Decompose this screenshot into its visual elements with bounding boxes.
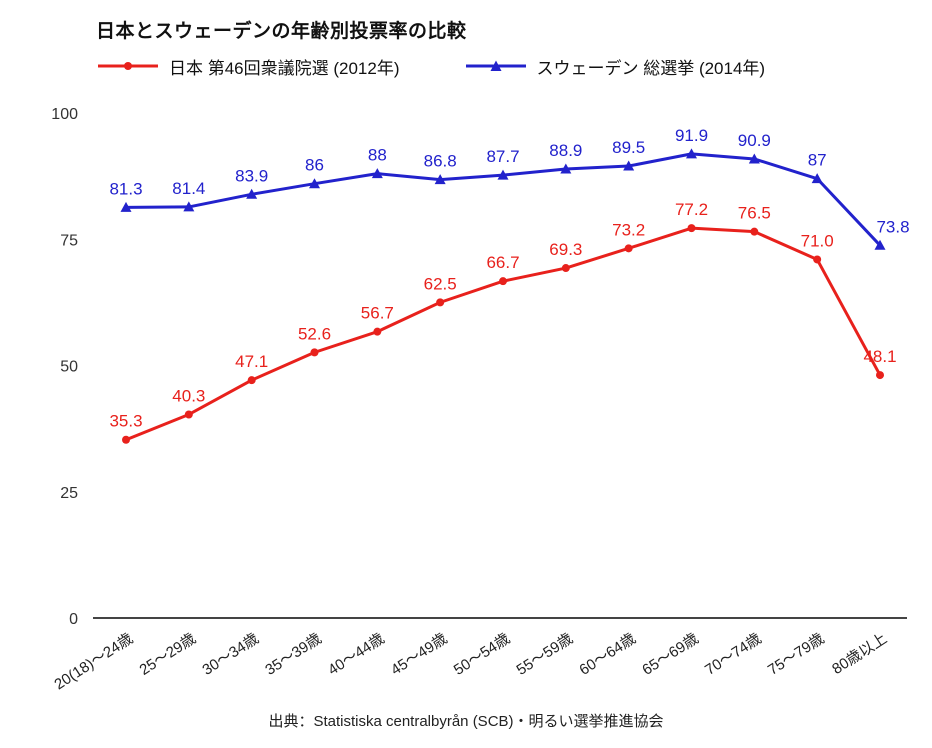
japan-point-marker-icon <box>373 327 382 336</box>
sweden-value-label: 87 <box>808 151 827 170</box>
x-axis-label: 45〜49歳 <box>388 630 450 679</box>
japan-line-swatch-icon <box>98 62 158 70</box>
x-axis-label: 65〜69歳 <box>639 630 701 679</box>
japan-value-label: 77.2 <box>675 200 708 219</box>
japan-point-marker-icon <box>750 227 759 236</box>
japan-value-label: 52.6 <box>298 324 331 343</box>
japan-value-label: 56.7 <box>361 304 394 323</box>
japan-value-label: 62.5 <box>424 274 457 293</box>
japan-point-marker-icon <box>310 348 319 357</box>
japan-value-label: 35.3 <box>109 412 142 431</box>
y-tick-label: 25 <box>60 485 78 502</box>
chart-title: 日本とスウェーデンの年齢別投票率の比較 <box>96 21 467 42</box>
sweden-point-marker-icon <box>497 169 509 180</box>
sweden-point-marker-icon <box>309 178 320 189</box>
sweden-value-label: 86 <box>305 156 324 175</box>
sweden-value-label: 88.9 <box>549 141 582 160</box>
japan-point-marker-icon <box>436 298 445 307</box>
japan-point-marker-icon <box>876 371 884 380</box>
x-axis-label: 60〜64歳 <box>576 630 638 679</box>
sweden-value-label: 90.9 <box>738 131 771 150</box>
source-note: 出典：Statistiska centralbyrån (SCB)・明るい選挙推… <box>268 713 664 730</box>
x-axis-label: 30〜34歳 <box>199 630 261 679</box>
japan-point-marker-icon <box>499 277 507 286</box>
sweden-value-label: 91.9 <box>675 126 708 145</box>
legend-item-sweden: スウェーデン 総選挙 (2014年) <box>464 54 766 79</box>
x-axis-label: 35〜39歳 <box>262 630 324 679</box>
japan-value-label: 47.1 <box>235 352 268 371</box>
sweden-value-label: 81.3 <box>109 179 142 198</box>
japan-value-label: 66.7 <box>486 253 519 272</box>
x-axis-label: 50〜54歳 <box>451 630 513 679</box>
sweden-point-marker-icon <box>183 201 195 212</box>
sweden-point-marker-icon <box>686 148 697 159</box>
sweden-point-marker-icon <box>560 163 572 174</box>
x-axis-label: 55〜59歳 <box>514 630 576 679</box>
legend: 日本 第46回衆議院選 (2012年) スウェーデン 総選挙 (2014年) <box>96 54 932 79</box>
japan-value-label: 40.3 <box>172 386 205 405</box>
japan-value-label: 48.1 <box>863 347 896 366</box>
japan-point-marker-icon <box>247 376 256 385</box>
y-tick-label: 0 <box>69 611 78 628</box>
x-axis-label: 80歳以上 <box>829 630 890 678</box>
x-axis-label: 25〜29歳 <box>137 630 199 679</box>
y-tick-label: 50 <box>60 359 78 376</box>
x-axis-label: 40〜44歳 <box>325 630 387 679</box>
sweden-point-marker-icon <box>120 201 132 212</box>
sweden-line-swatch-icon <box>465 60 526 71</box>
sweden-value-label: 83.9 <box>235 166 268 185</box>
sweden-value-label: 81.4 <box>172 179 205 198</box>
sweden-point-marker-icon <box>434 174 446 185</box>
legend-label-japan: 日本 第46回衆議院選 (2012年) <box>169 58 400 78</box>
sweden-value-label: 73.8 <box>876 217 909 236</box>
sweden-point-marker-icon <box>811 173 823 184</box>
sweden-point-marker-icon <box>874 239 886 250</box>
sweden-point-marker-icon <box>748 153 760 164</box>
japan-point-marker-icon <box>184 410 193 419</box>
sweden-point-marker-icon <box>246 188 258 199</box>
x-axis-label: 75〜79歳 <box>765 630 827 679</box>
x-axis-label: 70〜74歳 <box>702 630 764 679</box>
y-tick-label: 100 <box>51 106 78 123</box>
x-axis-label: 20(18)〜24歳 <box>51 630 136 693</box>
sweden-point-marker-icon <box>371 168 383 179</box>
legend-label-sweden: スウェーデン 総選挙 (2014年) <box>536 58 766 78</box>
sweden-value-label: 88 <box>368 146 387 165</box>
legend-item-japan: 日本 第46回衆議院選 (2012年) <box>96 54 400 79</box>
japan-value-label: 76.5 <box>738 204 771 223</box>
sweden-point-marker-icon <box>623 160 635 171</box>
japan-point-marker-icon <box>687 224 696 233</box>
sweden-value-label: 89.5 <box>612 138 645 157</box>
japan-point-marker-icon <box>813 255 822 264</box>
japan-value-label: 69.3 <box>549 240 582 259</box>
japan-value-label: 71.0 <box>801 231 834 250</box>
japan-point-marker-icon <box>122 435 130 444</box>
japan-point-marker-icon <box>561 264 570 273</box>
japan-point-marker-icon <box>624 244 633 253</box>
sweden-value-label: 87.7 <box>486 147 519 166</box>
y-tick-label: 75 <box>60 232 78 249</box>
sweden-value-label: 86.8 <box>424 152 457 171</box>
japan-value-label: 73.2 <box>612 220 645 239</box>
